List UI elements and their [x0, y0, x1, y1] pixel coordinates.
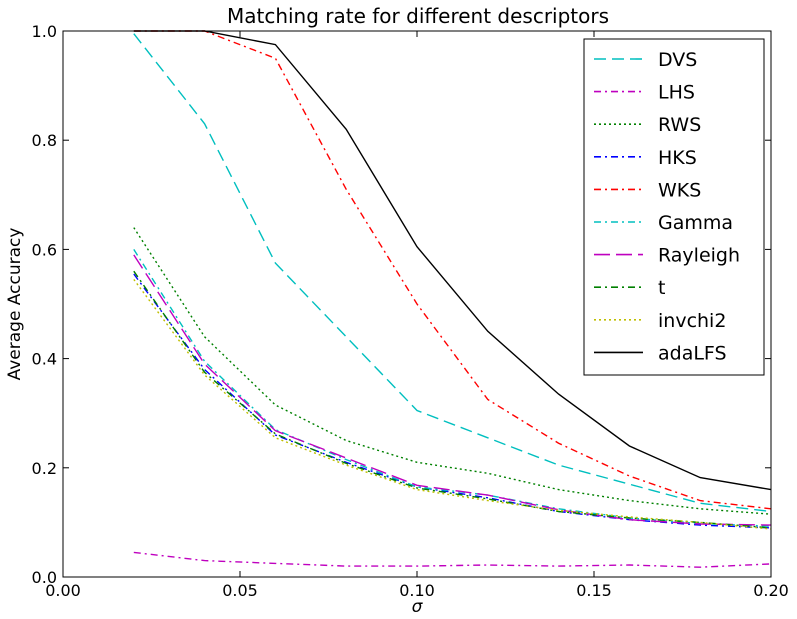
- legend-label-rayleigh: Rayleigh: [658, 245, 740, 267]
- x-axis-label: σ: [412, 597, 424, 617]
- series-line-adalfs: [133, 30, 772, 491]
- legend-label-t: t: [658, 277, 665, 299]
- legend-label-adalfs: adaLFS: [658, 342, 727, 364]
- x-tick-label: 0.10: [399, 581, 435, 600]
- x-tick-label: 0.05: [222, 581, 258, 600]
- series-line-invchi2: [133, 278, 772, 530]
- series-line-dvs: [133, 33, 772, 513]
- x-tick-label: 0.15: [576, 581, 612, 600]
- legend-label-invchi2: invchi2: [658, 310, 726, 332]
- y-axis-label: Average Accuracy: [5, 228, 25, 381]
- series-line-gamma: [133, 249, 772, 527]
- legend-label-lhs: LHS: [658, 82, 695, 104]
- legend-label-rws: RWS: [658, 114, 701, 136]
- legend-label-dvs: DVS: [658, 49, 697, 71]
- legend-label-gamma: Gamma: [658, 212, 733, 234]
- x-tick-label: 0.00: [45, 581, 81, 600]
- axis-layer: 0.00 0.05 0.10 0.15 0.20 0.0 0.2 0.4 0.6 0.8 1.0: [32, 22, 789, 600]
- legend-label-wks: WKS: [658, 179, 701, 201]
- legend-label-hks: HKS: [658, 147, 697, 169]
- y-tick-label: 0.0: [32, 568, 57, 587]
- series-line-lhs: [133, 551, 772, 568]
- chart-title: Matching rate for different descriptors: [227, 4, 609, 28]
- series-line-rayleigh: [133, 254, 772, 526]
- series-line-wks: [133, 30, 772, 510]
- series-line-t: [133, 270, 772, 529]
- y-tick-label: 1.0: [32, 22, 57, 41]
- x-tick-label: 0.20: [753, 581, 789, 600]
- y-tick-label: 0.6: [32, 240, 57, 259]
- series-layer: [133, 30, 772, 568]
- y-tick-label: 0.8: [32, 131, 57, 150]
- y-tick-label: 0.4: [32, 350, 57, 369]
- y-tick-label: 0.2: [32, 459, 57, 478]
- legend: DVS LHS RWS HKS WKS Gamma Rayleigh t invchi2 adaL…: [583, 38, 765, 376]
